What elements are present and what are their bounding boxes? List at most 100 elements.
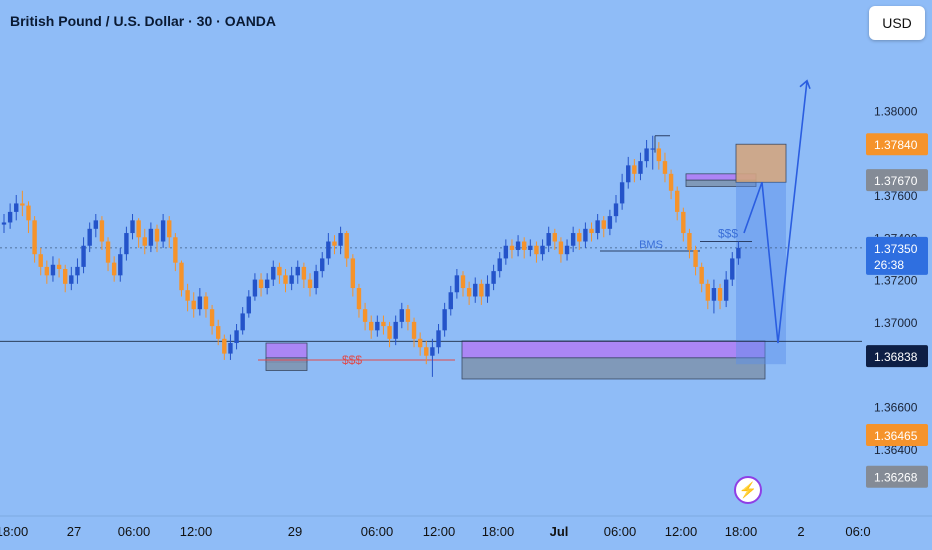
candle <box>44 260 50 284</box>
candle-body <box>50 264 56 276</box>
candle <box>369 315 374 339</box>
candle <box>295 260 300 284</box>
candle-body <box>87 228 92 246</box>
y-tick-label: 1.36600 <box>874 400 918 414</box>
candle <box>534 241 539 263</box>
lightning-icon[interactable]: ⚡ <box>734 476 762 504</box>
zone-demand-grey <box>461 357 766 380</box>
candle-body <box>675 190 680 212</box>
candle-body <box>69 275 74 284</box>
candle-body <box>528 245 533 250</box>
candle-body <box>240 313 245 331</box>
candle-body <box>485 283 490 297</box>
candle-body <box>301 266 307 280</box>
candle <box>491 264 496 291</box>
candle <box>350 254 356 297</box>
candle-body <box>509 245 515 250</box>
candle-body <box>289 275 294 284</box>
candle <box>362 302 368 331</box>
y-tick-label: 1.36400 <box>874 443 918 457</box>
candle <box>424 340 429 365</box>
candle <box>675 186 680 221</box>
zone-supply-grey <box>685 179 757 187</box>
candle-body <box>234 330 239 344</box>
candle-body <box>711 288 717 301</box>
candle <box>375 315 380 337</box>
candle <box>381 315 386 335</box>
candle <box>473 277 478 303</box>
candle-body <box>75 266 80 276</box>
candle <box>515 235 521 257</box>
candle <box>564 239 570 261</box>
candle <box>320 252 325 278</box>
candle <box>99 216 105 250</box>
candle-body <box>393 321 398 339</box>
candle-body <box>7 211 13 223</box>
candle-body <box>387 326 392 339</box>
candle-body <box>252 279 258 297</box>
x-tick-label: 29 <box>288 524 302 539</box>
candle <box>240 307 245 335</box>
candle-body <box>442 309 447 331</box>
candle-body <box>699 266 704 284</box>
candle-body <box>466 288 472 297</box>
candle-body <box>44 266 50 276</box>
candle-body <box>534 245 539 255</box>
candle-body <box>338 233 343 246</box>
candle <box>668 169 674 200</box>
candle <box>736 241 741 265</box>
candle-body <box>424 347 429 356</box>
candle-body <box>638 161 643 174</box>
price-label: 1.36838 <box>874 350 918 364</box>
candle <box>111 256 117 282</box>
candle <box>69 266 74 291</box>
candle <box>332 235 337 255</box>
candle <box>705 279 710 310</box>
currency-button[interactable]: USD <box>869 6 925 40</box>
candle <box>105 237 111 272</box>
zone-demand-purple <box>461 340 766 359</box>
candle-body <box>454 275 460 293</box>
candle-body <box>258 279 264 289</box>
x-tick-label: 06:00 <box>118 524 151 539</box>
price-label-box <box>866 169 928 192</box>
candle-body <box>209 309 215 327</box>
candle-body <box>515 241 521 250</box>
x-tick-label: 06:0 <box>845 524 870 539</box>
candle <box>338 226 343 255</box>
candle <box>50 256 56 282</box>
candle <box>503 239 509 265</box>
candle <box>216 319 221 346</box>
candle <box>142 228 147 255</box>
candle-body <box>668 173 674 191</box>
candle <box>1 214 7 234</box>
price-label-box <box>866 236 928 275</box>
candle-body <box>632 165 637 174</box>
candle <box>356 283 362 318</box>
candle-body <box>197 296 203 310</box>
candle-body <box>344 233 349 259</box>
candle <box>191 292 196 318</box>
price-label-box <box>866 345 928 368</box>
candle <box>252 273 258 301</box>
candle-body <box>271 266 276 280</box>
candle-body <box>375 321 380 331</box>
candle <box>601 216 606 238</box>
candle <box>75 258 80 284</box>
price-scale-background <box>862 0 932 550</box>
candle-body <box>552 233 557 242</box>
candle-body <box>228 343 233 354</box>
candle <box>387 321 392 348</box>
candle <box>613 194 619 223</box>
y-tick-label: 1.37000 <box>874 316 918 330</box>
candle <box>577 228 582 250</box>
candle-body <box>93 220 98 229</box>
candle-body <box>26 205 31 221</box>
candle <box>313 264 319 295</box>
candle-body <box>411 321 417 339</box>
candle-body <box>589 228 594 234</box>
candle-body <box>1 222 7 225</box>
candle <box>454 269 460 299</box>
